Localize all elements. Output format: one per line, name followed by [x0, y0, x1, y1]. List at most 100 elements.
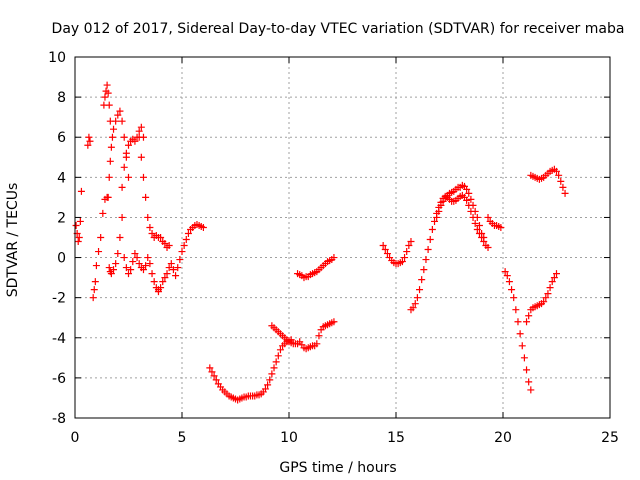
data-point	[516, 330, 524, 338]
data-point	[150, 278, 158, 286]
data-point	[89, 294, 97, 302]
data-point	[315, 332, 323, 340]
data-point	[106, 157, 114, 165]
data-point	[274, 352, 282, 360]
data-point	[520, 354, 528, 362]
data-point	[110, 266, 118, 274]
grid-lines	[75, 57, 610, 418]
data-point	[433, 213, 441, 221]
series-trace-5	[104, 107, 132, 201]
data-point	[505, 278, 513, 286]
y-tick-label: -4	[52, 331, 66, 347]
data-point	[169, 266, 177, 274]
data-point	[157, 284, 165, 292]
data-point	[144, 213, 152, 221]
data-point	[473, 225, 481, 233]
data-point	[199, 223, 207, 231]
data-point	[480, 238, 488, 246]
data-point	[467, 207, 475, 215]
data-point	[92, 262, 100, 270]
axis-ticks: 0 5 10 15 20 25 -8 -6 -4 -2 0 2 4 6 8 10	[48, 50, 619, 446]
data-points	[72, 81, 569, 404]
data-point	[512, 306, 520, 314]
data-point	[330, 318, 338, 326]
data-point	[405, 242, 413, 250]
data-point	[116, 107, 124, 115]
data-point	[118, 213, 126, 221]
data-point	[330, 254, 338, 262]
data-point	[431, 217, 439, 225]
data-point	[463, 196, 471, 204]
data-point	[546, 284, 554, 292]
series-trace-19	[523, 270, 560, 326]
data-point	[180, 242, 188, 250]
series-trace-2	[84, 133, 94, 149]
data-point	[72, 221, 80, 229]
y-tick-label: 4	[57, 170, 66, 186]
data-point	[206, 364, 214, 372]
data-point	[167, 260, 175, 268]
data-point	[135, 127, 143, 135]
data-point	[420, 266, 428, 274]
series-trace-7	[118, 123, 147, 191]
data-point	[525, 312, 533, 320]
data-point	[484, 244, 492, 252]
x-tick-label: 15	[387, 430, 405, 446]
plot-frame	[74, 56, 611, 419]
data-point	[146, 223, 154, 231]
series-trace-11	[206, 336, 295, 404]
data-point	[497, 223, 505, 231]
data-point	[484, 213, 492, 221]
data-point	[107, 270, 115, 278]
data-point	[182, 236, 190, 244]
data-point	[125, 141, 132, 149]
data-point	[125, 270, 132, 278]
data-point	[142, 262, 150, 270]
data-point	[104, 193, 112, 201]
series-trace-18	[501, 268, 535, 394]
data-point	[105, 101, 113, 109]
x-tick-label: 5	[178, 430, 187, 446]
series-trace-16	[433, 191, 492, 252]
data-point	[503, 272, 511, 280]
data-point	[435, 207, 443, 215]
data-point	[544, 290, 552, 298]
y-tick-label: 8	[57, 90, 66, 106]
data-point	[174, 264, 182, 272]
data-point	[266, 376, 274, 384]
data-point	[118, 183, 126, 191]
data-point	[75, 234, 83, 241]
data-point	[401, 254, 409, 262]
data-point	[76, 217, 84, 225]
series-trace-10	[154, 220, 207, 294]
data-point	[407, 238, 415, 246]
series-trace-20	[527, 165, 569, 197]
series-trace-1	[72, 187, 85, 246]
data-point	[112, 260, 120, 268]
data-point	[508, 286, 516, 294]
data-point	[165, 242, 173, 250]
y-tick-label: 2	[57, 210, 66, 226]
series-trace-8	[120, 250, 162, 296]
data-point	[85, 133, 93, 141]
data-point	[144, 254, 152, 262]
series-trace-15	[407, 181, 488, 314]
data-point	[135, 260, 143, 268]
series-trace-14	[379, 238, 415, 268]
data-point	[108, 133, 116, 141]
data-point	[478, 234, 486, 241]
data-point	[523, 366, 531, 374]
data-point	[90, 286, 98, 294]
data-point	[465, 201, 473, 209]
data-point	[110, 125, 118, 133]
y-tick-label: -8	[52, 411, 66, 427]
data-point	[114, 111, 122, 119]
data-point	[97, 234, 105, 241]
series-trace-9	[135, 133, 173, 252]
data-point	[74, 238, 82, 246]
data-point	[105, 264, 113, 272]
x-tick-label: 0	[71, 430, 80, 446]
y-tick-label: 6	[57, 130, 66, 146]
series-trace-17	[484, 213, 505, 231]
